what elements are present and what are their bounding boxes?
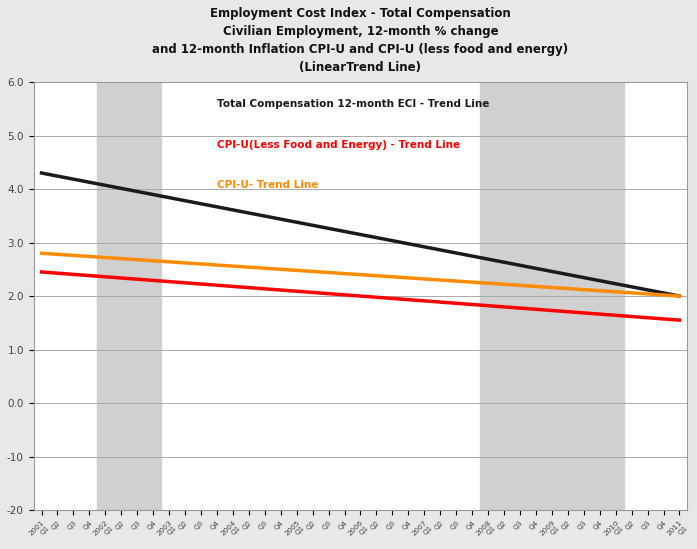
Text: CPI-U(Less Food and Energy) - Trend Line: CPI-U(Less Food and Energy) - Trend Line: [217, 140, 460, 150]
Bar: [480, 82, 624, 510]
Text: Total Compensation 12-month ECI - Trend Line: Total Compensation 12-month ECI - Trend …: [217, 99, 489, 109]
Text: CPI-U- Trend Line: CPI-U- Trend Line: [217, 181, 318, 191]
Title: Employment Cost Index - Total Compensation
Civilian Employment, 12-month % chang: Employment Cost Index - Total Compensati…: [153, 7, 569, 74]
Bar: [98, 82, 161, 510]
